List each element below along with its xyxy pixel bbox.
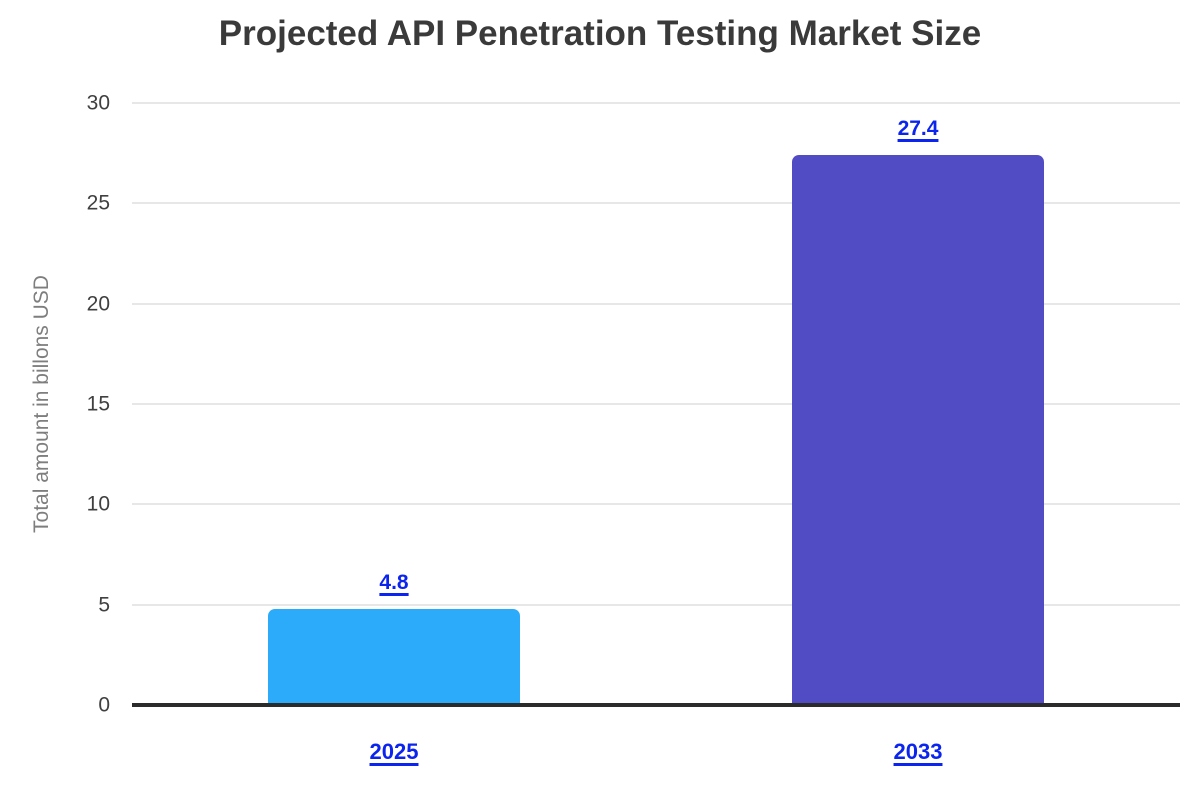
bar-value-label-2033[interactable]: 27.4 [897, 117, 939, 141]
plot-area: 0 5 10 15 20 25 30 4.8 2025 27.4 2033 [87, 93, 1180, 763]
h-gridline-30 [132, 102, 1180, 104]
x-axis-line [132, 703, 1180, 707]
y-tick-label-15: 15 [86, 392, 110, 416]
y-tick-label-20: 20 [86, 292, 110, 316]
h-gridline-25 [132, 202, 1180, 205]
y-tick-label-10: 10 [86, 492, 110, 516]
x-axis-label-2033[interactable]: 2033 [893, 739, 943, 764]
y-tick-label-30: 30 [86, 91, 110, 115]
y-tick-label-0: 0 [98, 693, 110, 717]
y-tick-label-25: 25 [86, 191, 110, 215]
bar-2025 [268, 608, 520, 705]
y-tick-label-5: 5 [98, 593, 110, 617]
bar-value-label-2025[interactable]: 4.8 [379, 570, 409, 594]
bar-2033 [792, 155, 1044, 705]
h-gridline-15 [132, 403, 1180, 405]
y-axis-title: Total amount in billons USD [30, 275, 53, 533]
h-gridline-10 [132, 503, 1180, 506]
x-axis-label-2025[interactable]: 2025 [369, 739, 419, 764]
h-gridline-20 [132, 302, 1180, 305]
h-gridline-5 [132, 603, 1180, 606]
chart-title: Projected API Penetration Testing Market… [218, 14, 982, 53]
